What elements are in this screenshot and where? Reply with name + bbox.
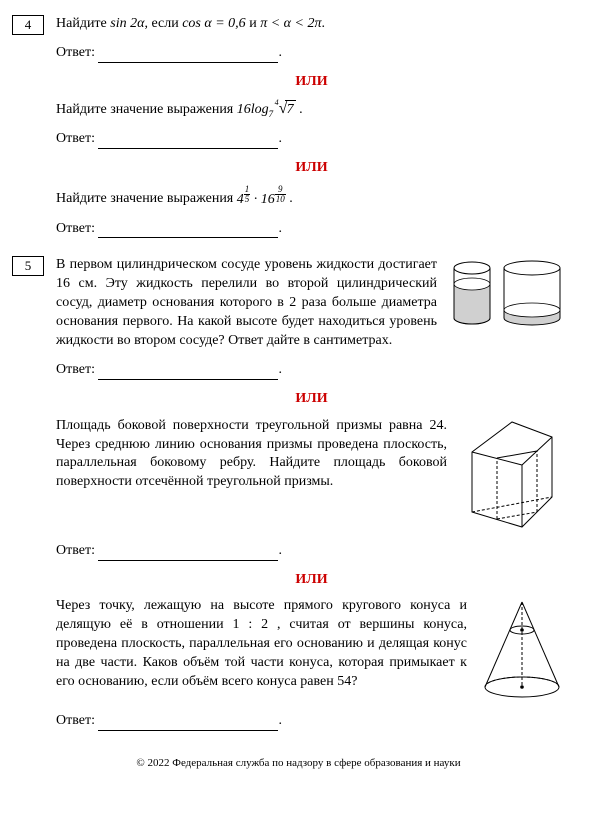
answer-line: [98, 717, 278, 731]
problem-5b-text: Площадь боковой поверхности треугольной …: [56, 417, 447, 493]
task-4: 4 Найдите sin 2α, если cos α = 0,6 и π <…: [30, 15, 567, 248]
answer-5c: Ответ: .: [56, 712, 567, 731]
problem-5b: Площадь боковой поверхности треугольной …: [56, 417, 567, 532]
or-separator: ИЛИ: [56, 73, 567, 92]
answer-label: Ответ:: [56, 221, 98, 236]
denominator: 10: [275, 195, 286, 204]
or-separator: ИЛИ: [56, 390, 567, 409]
answer-5a: Ответ: .: [56, 361, 567, 380]
base: 16: [261, 192, 275, 207]
answer-4c: Ответ: .: [56, 220, 567, 239]
subscript: 7: [269, 108, 274, 118]
answer-line: [98, 224, 278, 238]
radical-symbol: √: [279, 98, 288, 120]
text: Найдите значение выражения: [56, 192, 237, 207]
problem-5a-text: В первом цилиндрическом сосуде уровень ж…: [56, 256, 437, 350]
text: Найдите значение выражения: [56, 102, 237, 117]
cylinders-svg: [447, 256, 567, 336]
footer: © 2022 Федеральная служба по надзору в с…: [30, 756, 567, 771]
prism-figure: [457, 417, 567, 532]
task-4-content: Найдите sin 2α, если cos α = 0,6 и π < α…: [56, 15, 567, 248]
expr: 415 · 16910: [237, 192, 286, 207]
text: Найдите: [56, 16, 110, 31]
or-separator: ИЛИ: [56, 571, 567, 590]
text: и: [246, 16, 261, 31]
answer-label: Ответ:: [56, 362, 98, 377]
expr: cos α = 0,6: [182, 16, 245, 31]
problem-4c: Найдите значение выражения 415 · 16910 .: [56, 185, 567, 209]
answer-label: Ответ:: [56, 713, 98, 728]
exponent-fraction: 910: [275, 185, 286, 204]
text: 16log: [237, 102, 269, 117]
text: .: [278, 543, 282, 558]
text: .: [286, 192, 293, 207]
answer-line: [98, 49, 278, 63]
answer-label: Ответ:: [56, 131, 98, 146]
task-number-box: 4: [12, 15, 44, 35]
text: .: [321, 16, 325, 31]
text: , если: [144, 16, 182, 31]
text: .: [278, 45, 282, 60]
text: .: [278, 362, 282, 377]
problem-5c: Через точку, лежащую на высоте прямого к…: [56, 597, 567, 702]
answer-label: Ответ:: [56, 543, 98, 558]
prism-svg: [457, 417, 567, 532]
problem-5a: В первом цилиндрическом сосуде уровень ж…: [56, 256, 567, 350]
cone-svg: [477, 597, 567, 702]
problem-5c-text: Через точку, лежащую на высоте прямого к…: [56, 597, 467, 691]
answer-4a: Ответ: .: [56, 44, 567, 63]
cone-figure: [477, 597, 567, 702]
task-5: 5 В первом цилиндрическом сосуде уровень…: [30, 256, 567, 741]
answer-4b: Ответ: .: [56, 130, 567, 149]
task-5-content: В первом цилиндрическом сосуде уровень ж…: [56, 256, 567, 741]
expr: sin 2α: [110, 16, 144, 31]
answer-line: [98, 366, 278, 380]
problem-4a: Найдите sin 2α, если cos α = 0,6 и π < α…: [56, 15, 567, 34]
root: 4√7: [277, 100, 296, 120]
operator: ·: [250, 192, 261, 207]
text: .: [278, 131, 282, 146]
answer-label: Ответ:: [56, 45, 98, 60]
problem-4b: Найдите значение выражения 16log7 4√7 .: [56, 100, 567, 120]
expr: 16log7 4√7: [237, 102, 296, 117]
answer-line: [98, 547, 278, 561]
task-number-box: 5: [12, 256, 44, 276]
text: .: [296, 102, 303, 117]
expr: π < α < 2π: [260, 16, 321, 31]
or-separator: ИЛИ: [56, 159, 567, 178]
answer-5b: Ответ: .: [56, 542, 567, 561]
cylinders-figure: [447, 256, 567, 336]
base: 4: [237, 192, 244, 207]
text: .: [278, 221, 282, 236]
text: .: [278, 713, 282, 728]
answer-line: [98, 135, 278, 149]
